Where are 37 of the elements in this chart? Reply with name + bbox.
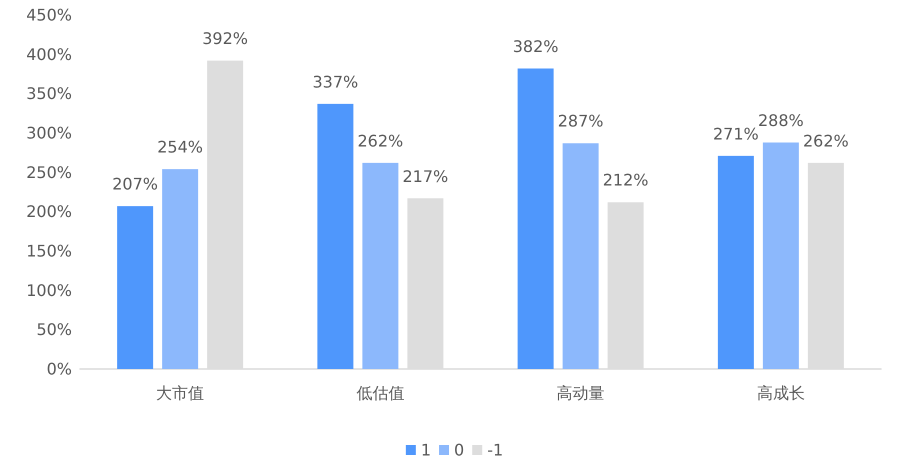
- y-tick-label: 150%: [26, 242, 72, 260]
- y-tick-label: 400%: [26, 44, 72, 64]
- y-tick-label: 0%: [46, 360, 72, 378]
- legend-label: 1: [420, 440, 432, 460]
- data-label: 254%: [157, 138, 203, 157]
- legend-label: -1: [487, 440, 504, 460]
- data-label: 207%: [112, 174, 158, 194]
- bar: [518, 68, 554, 369]
- data-label: 392%: [202, 29, 248, 48]
- y-tick-label: 300%: [26, 124, 72, 142]
- y-tick-label: 450%: [26, 6, 72, 24]
- data-label: 287%: [558, 112, 604, 131]
- bar: [162, 169, 198, 369]
- y-tick-label: 100%: [26, 280, 72, 300]
- bar: [362, 162, 398, 369]
- x-tick-label: 大市值: [156, 384, 204, 402]
- y-tick-label: 350%: [26, 84, 72, 104]
- bar: [718, 156, 754, 369]
- y-tick-label: 200%: [26, 202, 72, 222]
- data-label: 212%: [602, 170, 648, 190]
- data-label: 262%: [358, 131, 404, 150]
- x-tick-label: 低估值: [356, 384, 404, 402]
- data-label: 337%: [312, 72, 358, 92]
- y-tick-label: 250%: [26, 162, 72, 182]
- bar: [317, 104, 354, 369]
- data-label: 271%: [713, 124, 759, 144]
- bar: [117, 206, 154, 369]
- bar: [562, 143, 599, 369]
- legend-label: 0: [454, 440, 464, 460]
- x-tick-label: 高动量: [556, 384, 605, 402]
- data-label: 288%: [758, 110, 804, 130]
- y-tick-label: 50%: [36, 320, 72, 340]
- data-label: 217%: [402, 166, 448, 186]
- data-label: 382%: [512, 36, 558, 56]
- data-label: 262%: [803, 131, 849, 150]
- bar: [762, 142, 799, 369]
- x-tick-label: 高成长: [756, 384, 805, 402]
